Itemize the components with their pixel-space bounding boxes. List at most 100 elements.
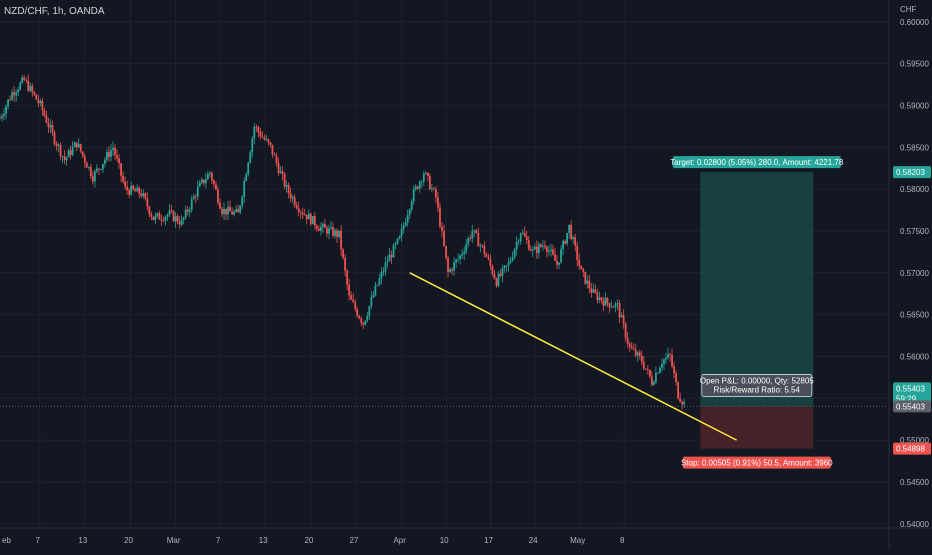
candle-body [410,201,413,210]
candle-body [168,210,171,215]
candle-body [435,189,437,198]
candle-body [328,228,330,234]
candle-body [525,236,528,241]
candle-body [200,179,203,183]
x-tick-label: 27 [350,536,359,545]
candle-body [322,223,324,227]
candle-body [19,82,22,90]
candle-body [447,257,449,272]
candle-body [667,354,669,358]
candle-body [122,175,125,182]
x-tick-label: Mar [167,536,181,545]
candle-body [279,171,282,174]
candle-body [134,189,137,192]
candle-body [128,190,131,195]
candle-body [160,219,163,221]
candle-body [59,144,62,157]
overlay-layer[interactable] [0,272,888,441]
candle-body [237,209,240,213]
candle-body [608,303,611,308]
candle-body [624,323,627,338]
candle-body [342,249,344,258]
candle-body [652,382,655,385]
candle-body [257,127,260,132]
candle-body [110,150,112,157]
position-zones[interactable] [700,172,814,449]
candle-body [261,136,264,138]
candle-body [293,197,296,206]
candle-body [612,306,615,308]
candle-body [188,209,191,212]
candle-body [437,197,439,208]
x-tick-label: 20 [124,536,133,545]
candle-body [366,315,369,321]
candle-body [505,265,508,267]
candle-body [247,162,250,175]
candle-body [376,284,379,286]
candle-body [527,240,530,250]
candle-body [544,245,546,248]
candle-body [372,295,375,298]
candle-body [285,185,288,187]
candle-body [15,92,18,96]
candle-body [572,237,575,239]
candle-body [295,205,298,209]
candle-body [642,361,645,369]
candle-body [673,366,675,374]
candle-body [552,249,554,255]
current-price-tag-box [893,382,931,405]
candle-body [439,207,441,227]
candle-body [202,179,205,184]
candle-body [483,245,486,254]
candle-body [277,162,280,174]
candle-body [461,253,464,256]
entry-price-tag: 0.55403 [896,402,925,411]
candle-body [501,267,504,276]
candle-body [477,233,480,247]
candle-body [297,208,300,213]
candle-body [91,176,94,182]
candle-body [170,210,173,212]
candle-body [138,187,141,194]
candle-body [360,318,363,323]
trendline[interactable] [409,272,737,441]
candle-body [0,117,1,119]
symbol-title[interactable]: NZD/CHF, 1h, OANDA [4,6,105,17]
candle-body [192,196,195,200]
candle-body [324,223,326,228]
y-tick-label: 0.56500 [900,311,929,320]
candle-body [495,278,498,286]
candle-body [346,270,349,285]
stop-price-tag-box [893,442,931,455]
candle-body [584,271,587,284]
candle-body [659,367,661,373]
candle-body [332,227,334,236]
candle-body [130,185,133,195]
candle-body [469,238,472,239]
y-tick-label: 0.57000 [900,269,929,278]
candle-body [570,224,573,239]
candle-body [164,216,167,221]
candle-body [388,254,391,262]
x-tick-label: eb [2,536,11,545]
target-zone[interactable] [700,172,814,407]
candle-body [221,208,223,215]
candle-body [150,214,153,217]
x-tick-label: 10 [440,536,449,545]
open-pl-label: Open P&L: 0.00000, Qty: 52805 [700,376,814,385]
candle-body [190,199,193,210]
candle-body [380,271,383,279]
candle-body [386,261,389,263]
y-tick-label: 0.59000 [900,101,929,110]
candle-body [13,92,16,96]
candle-body [669,354,671,356]
candle-body [11,92,14,100]
candle-body [473,230,476,232]
candle-body [350,295,353,300]
stop-zone[interactable] [700,406,814,449]
candle-body [620,315,623,318]
candle-body [81,151,84,156]
candle-body [102,163,104,170]
